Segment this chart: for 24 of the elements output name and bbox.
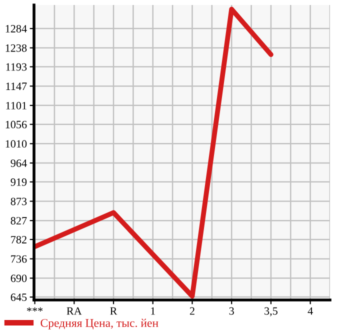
x-tick-label: 3 (229, 307, 234, 315)
y-tick-label: 690 (10, 274, 27, 282)
x-tick-label: 1 (151, 307, 155, 315)
x-tick-label: 3,5 (264, 307, 278, 316)
x-tick-label: R (110, 307, 118, 315)
y-tick-label: 1284 (6, 25, 27, 32)
y-tick-label: 873 (10, 198, 27, 206)
legend-label: Средняя Цена, тыс. йен (40, 318, 158, 330)
y-tick-label: 782 (11, 236, 26, 244)
y-tick-label: 1238 (6, 44, 27, 52)
y-tick-label: 645 (10, 294, 27, 302)
y-tick-label: 1147 (6, 82, 27, 90)
y-tick-label: 919 (10, 178, 27, 186)
y-tick-label: 1010 (6, 140, 27, 148)
y-tick-label: 964 (10, 160, 27, 167)
x-tick-label: RA (66, 307, 82, 315)
x-tick-label: 4 (308, 307, 313, 315)
y-tick-label: 1056 (6, 120, 27, 128)
y-tick-label: 827 (10, 217, 27, 225)
y-tick-label: 1193 (6, 63, 27, 71)
y-tick-label: 736 (11, 255, 27, 263)
y-tick-label: 1101 (6, 102, 26, 110)
x-tick-label: 2 (190, 307, 194, 315)
x-tick-label: *** (26, 307, 43, 312)
